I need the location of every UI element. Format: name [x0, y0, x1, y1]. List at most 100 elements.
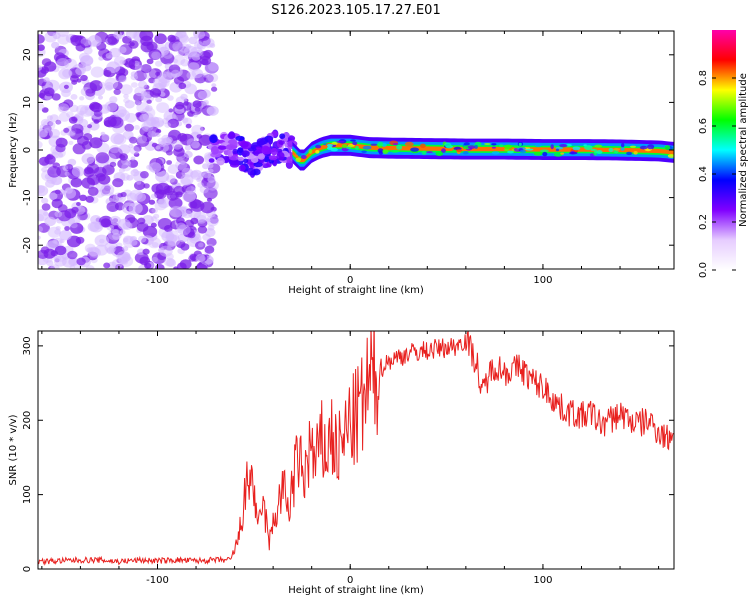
noise-cell: [134, 192, 146, 202]
noise-cell: [119, 112, 125, 117]
noise-cell: [166, 160, 173, 165]
noise-cell: [202, 72, 209, 78]
noise-cell: [43, 87, 55, 97]
noise-cell: [192, 100, 202, 108]
noise-cell: [164, 122, 172, 128]
noise-cell: [176, 222, 186, 231]
noise-cell: [203, 99, 209, 105]
onset-cell: [268, 155, 278, 161]
tone-cell: [626, 151, 633, 156]
tone-cell: [390, 149, 400, 153]
noise-cell: [124, 123, 134, 132]
noise-cell: [173, 185, 185, 196]
noise-cell: [205, 62, 219, 74]
noise-cell: [209, 43, 216, 48]
tone-cell: [467, 145, 476, 150]
noise-cell: [119, 229, 126, 235]
snr-y-tick-label: 200: [22, 411, 33, 430]
onset-cell: [286, 156, 294, 164]
noise-cell: [38, 235, 41, 240]
noise-cell: [43, 248, 56, 259]
noise-cell: [123, 93, 129, 99]
tone-cell: [377, 148, 384, 153]
snr-panel: -100 0 100 0 100 200 300 Height of straight li…: [8, 330, 675, 596]
noise-cell: [38, 44, 45, 51]
noise-cell: [180, 59, 190, 67]
onset-cell: [241, 150, 250, 157]
noise-cell: [175, 101, 185, 110]
noise-cell: [153, 213, 160, 219]
noise-cell: [158, 247, 165, 253]
spectrogram-x-tick-label: 100: [533, 275, 552, 286]
noise-cell: [167, 164, 180, 175]
noise-cell: [125, 160, 132, 166]
snr-x-axis-label: Height of straight line (km): [288, 585, 424, 596]
noise-cell: [84, 166, 94, 175]
tone-cell: [630, 145, 636, 148]
noise-cell: [148, 162, 162, 173]
noise-cell: [199, 55, 212, 66]
tone-cell: [300, 155, 307, 159]
tone-cell: [542, 151, 548, 157]
noise-cell: [85, 265, 95, 269]
noise-cell: [194, 107, 201, 112]
noise-cell: [180, 93, 188, 100]
tone-cell: [608, 148, 614, 152]
noise-cell: [125, 31, 138, 39]
noise-cell: [126, 174, 134, 181]
noise-cell: [198, 242, 204, 248]
noise-cell: [134, 64, 143, 71]
noise-cell: [84, 106, 90, 111]
noise-cell: [101, 134, 110, 141]
noise-cell: [83, 133, 93, 141]
noise-cell: [136, 180, 142, 185]
noise-cell: [41, 107, 49, 113]
noise-cell: [58, 153, 64, 158]
noise-cell: [129, 239, 138, 246]
noise-cell: [155, 60, 163, 67]
tone-cell: [503, 144, 513, 149]
noise-cell: [122, 130, 134, 140]
noise-cell: [100, 131, 106, 136]
noise-cell: [48, 192, 58, 200]
noise-cell: [75, 236, 85, 244]
noise-cell: [81, 153, 95, 165]
noise-cell: [106, 247, 116, 255]
noise-cell: [206, 218, 211, 223]
noise-cell: [41, 197, 49, 204]
noise-cell: [185, 123, 192, 129]
tone-cell: [326, 143, 333, 147]
tone-cell: [491, 151, 500, 155]
colorbar-label: Normalized spectral amplitude: [738, 73, 749, 227]
noise-cell: [155, 145, 161, 150]
noise-cell: [177, 224, 191, 236]
noise-cell: [192, 113, 198, 118]
noise-cell: [122, 237, 129, 243]
noise-cell: [188, 36, 198, 45]
noise-cell: [68, 116, 78, 124]
noise-cell: [54, 189, 61, 195]
tone-cell: [444, 142, 452, 148]
noise-cell: [200, 201, 215, 214]
noise-cell: [103, 262, 111, 269]
noise-cell: [83, 47, 93, 55]
colorbar-tick-label: 0.2: [698, 214, 709, 230]
noise-cell: [190, 46, 203, 58]
noise-cell: [169, 178, 178, 185]
onset-cell: [278, 140, 285, 146]
noise-cell: [173, 266, 179, 269]
noise-cell: [57, 103, 70, 113]
tone-cell: [308, 148, 313, 154]
colorbar-tick-label: 0.8: [698, 70, 709, 86]
noise-cell: [98, 95, 103, 100]
noise-cell: [38, 226, 43, 233]
noise-cell: [56, 58, 70, 69]
noise-cell: [139, 31, 154, 42]
noise-cell: [148, 49, 162, 60]
noise-cell: [151, 242, 159, 248]
noise-cell: [119, 59, 125, 65]
tone-cell: [533, 151, 543, 156]
noise-cell: [180, 160, 186, 165]
noise-cell: [150, 116, 160, 125]
